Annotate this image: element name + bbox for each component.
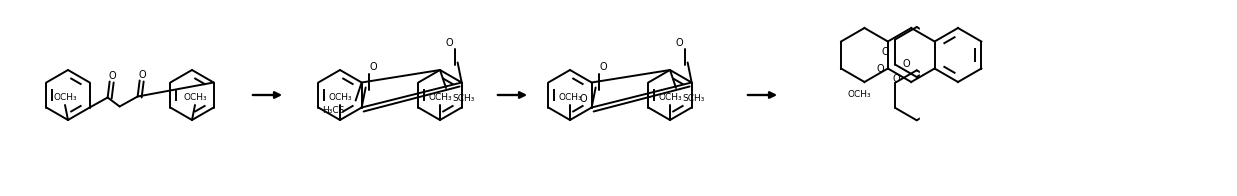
Text: O: O (876, 64, 883, 74)
Text: O: O (139, 70, 146, 80)
Text: O: O (445, 37, 454, 47)
Text: SCH₃: SCH₃ (453, 93, 475, 103)
Text: OCH₃: OCH₃ (53, 93, 77, 102)
Text: OCH₃: OCH₃ (658, 93, 682, 102)
Text: O: O (675, 37, 684, 47)
Text: O: O (600, 63, 607, 73)
Text: O: O (902, 58, 909, 68)
Text: SCH₃: SCH₃ (683, 93, 705, 103)
Text: O: O (109, 71, 116, 81)
Text: OCH₃: OCH₃ (328, 93, 351, 102)
Text: OCH₃: OCH₃ (428, 93, 452, 102)
Text: OCH₃: OCH₃ (558, 93, 581, 102)
Text: OCH₃: OCH₃ (183, 93, 207, 102)
Text: O: O (881, 47, 889, 57)
Text: O: O (892, 74, 899, 83)
Text: OCH₃: OCH₃ (847, 90, 871, 99)
Text: O: O (370, 63, 377, 73)
Text: H₃CS: H₃CS (323, 106, 345, 115)
Text: O: O (580, 93, 588, 103)
